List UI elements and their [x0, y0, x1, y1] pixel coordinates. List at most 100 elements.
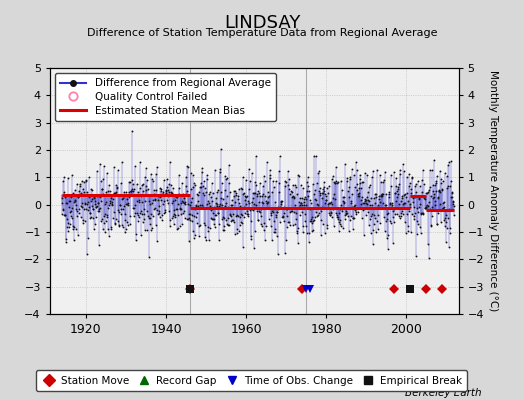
Point — [99, 175, 107, 182]
Point — [237, 212, 246, 218]
Point — [61, 212, 69, 218]
Point — [416, 224, 424, 231]
Point — [238, 220, 247, 227]
Point — [82, 206, 90, 212]
Point — [350, 203, 358, 210]
Point — [214, 187, 222, 193]
Point — [148, 225, 157, 232]
Point — [258, 193, 266, 199]
Point — [128, 177, 136, 183]
Point — [162, 176, 171, 183]
Point — [296, 194, 304, 201]
Point — [256, 208, 265, 215]
Point — [220, 223, 228, 229]
Point — [134, 188, 143, 195]
Point — [142, 183, 150, 189]
Point — [280, 178, 289, 184]
Point — [248, 195, 257, 201]
Point — [421, 205, 429, 211]
Point — [241, 193, 249, 200]
Point — [62, 216, 71, 222]
Point — [397, 210, 406, 216]
Point — [114, 222, 123, 229]
Point — [103, 212, 112, 218]
Point — [432, 178, 440, 184]
Point — [60, 174, 68, 180]
Point — [94, 208, 102, 214]
Point — [249, 190, 258, 196]
Point — [137, 192, 145, 199]
Point — [133, 210, 141, 216]
Point — [69, 223, 77, 230]
Point — [179, 199, 187, 205]
Point — [76, 183, 84, 189]
Point — [225, 222, 234, 228]
Point — [380, 177, 388, 183]
Point — [413, 218, 422, 224]
Point — [274, 204, 282, 210]
Point — [176, 206, 184, 212]
Point — [172, 206, 181, 212]
Point — [252, 182, 260, 188]
Point — [384, 210, 392, 216]
Point — [353, 167, 362, 173]
Point — [142, 164, 150, 171]
Point — [243, 210, 252, 217]
Point — [334, 214, 343, 220]
Point — [224, 222, 233, 228]
Point — [399, 200, 407, 207]
Point — [168, 190, 176, 196]
Point — [321, 229, 330, 236]
Point — [310, 191, 319, 197]
Point — [301, 202, 310, 208]
Point — [129, 205, 137, 212]
Point — [177, 206, 185, 212]
Point — [314, 168, 323, 175]
Point — [435, 187, 444, 194]
Point — [450, 212, 458, 218]
Point — [213, 201, 221, 207]
Point — [205, 200, 213, 206]
Point — [328, 201, 336, 208]
Point — [224, 214, 232, 221]
Point — [152, 222, 160, 228]
Point — [427, 221, 435, 228]
Point — [141, 187, 150, 193]
Point — [183, 216, 191, 222]
Point — [152, 170, 160, 177]
Point — [395, 200, 403, 207]
Point — [183, 200, 192, 207]
Point — [407, 186, 415, 192]
Point — [404, 228, 412, 234]
Point — [136, 232, 145, 238]
Point — [402, 190, 411, 196]
Point — [390, 169, 399, 175]
Point — [429, 188, 438, 194]
Point — [280, 204, 288, 210]
Point — [427, 222, 435, 229]
Point — [128, 186, 136, 192]
Point — [281, 179, 290, 185]
Point — [298, 194, 307, 201]
Point — [195, 184, 204, 190]
Point — [357, 201, 365, 208]
Point — [146, 214, 154, 221]
Point — [434, 186, 443, 193]
Point — [111, 190, 119, 196]
Point — [299, 185, 308, 192]
Point — [365, 222, 374, 228]
Point — [383, 216, 391, 222]
Point — [71, 187, 79, 194]
Point — [321, 200, 329, 207]
Point — [239, 214, 248, 220]
Point — [354, 185, 363, 191]
Point — [431, 202, 439, 208]
Point — [114, 207, 122, 213]
Point — [419, 210, 427, 216]
Point — [64, 228, 72, 234]
Point — [194, 198, 202, 204]
Point — [127, 187, 135, 194]
Point — [342, 211, 350, 217]
Point — [395, 213, 403, 219]
Point — [392, 183, 400, 189]
